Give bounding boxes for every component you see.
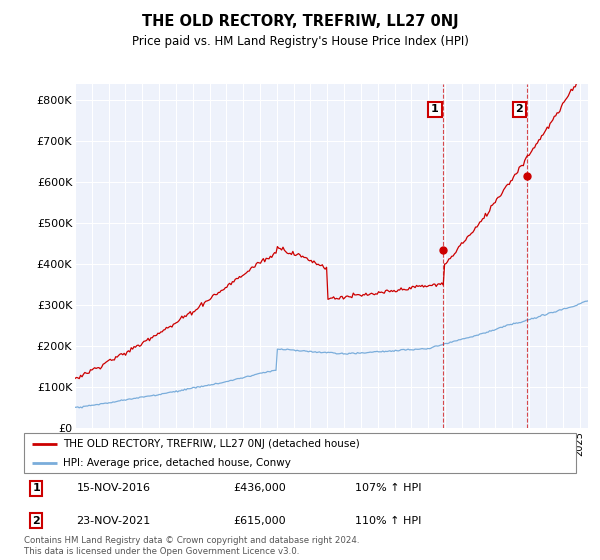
Text: 2: 2 <box>515 105 523 114</box>
Text: Contains HM Land Registry data © Crown copyright and database right 2024.
This d: Contains HM Land Registry data © Crown c… <box>24 536 359 556</box>
Text: 110% ↑ HPI: 110% ↑ HPI <box>355 516 422 526</box>
Text: 107% ↑ HPI: 107% ↑ HPI <box>355 483 422 493</box>
Text: THE OLD RECTORY, TREFRIW, LL27 0NJ: THE OLD RECTORY, TREFRIW, LL27 0NJ <box>142 14 458 29</box>
Text: £436,000: £436,000 <box>234 483 287 493</box>
Text: 1: 1 <box>431 105 439 114</box>
Text: £615,000: £615,000 <box>234 516 286 526</box>
Text: HPI: Average price, detached house, Conwy: HPI: Average price, detached house, Conw… <box>62 458 290 468</box>
FancyBboxPatch shape <box>24 433 576 473</box>
Text: 15-NOV-2016: 15-NOV-2016 <box>76 483 151 493</box>
Text: 23-NOV-2021: 23-NOV-2021 <box>76 516 151 526</box>
Text: 1: 1 <box>32 483 40 493</box>
Text: 2: 2 <box>32 516 40 526</box>
Text: THE OLD RECTORY, TREFRIW, LL27 0NJ (detached house): THE OLD RECTORY, TREFRIW, LL27 0NJ (deta… <box>62 439 359 449</box>
Text: Price paid vs. HM Land Registry's House Price Index (HPI): Price paid vs. HM Land Registry's House … <box>131 35 469 48</box>
